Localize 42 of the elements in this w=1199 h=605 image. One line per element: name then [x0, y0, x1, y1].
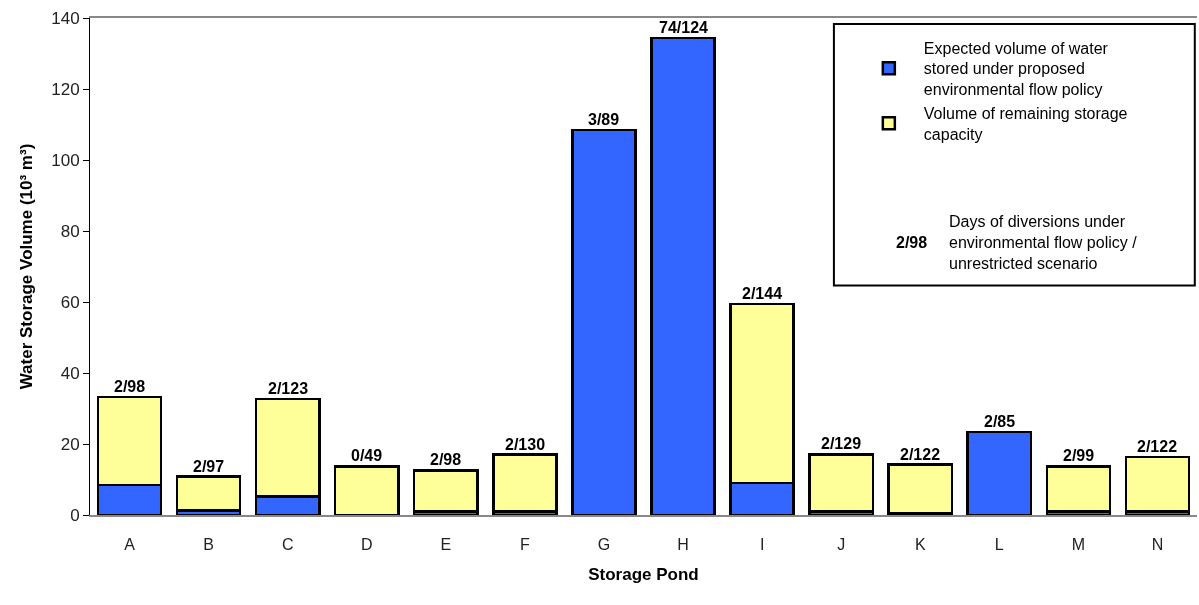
x-tick-label: N [1151, 536, 1164, 554]
x-tick-label: K [914, 536, 926, 554]
text: 2/122 [1137, 438, 1178, 455]
y-tick-label: 100 [51, 150, 80, 170]
text: 3/89 [588, 111, 620, 128]
text: 2/98 [114, 378, 146, 395]
text: 2/85 [984, 413, 1016, 430]
x-tick-label: G [597, 536, 611, 554]
y-tick-label: 40 [60, 363, 80, 383]
y-tick-label: 120 [51, 79, 80, 99]
x-tick-label: D [360, 536, 373, 554]
text: 2/98 [430, 451, 462, 468]
y-axis-title: Water Storage Volume (10³ m³) [16, 143, 36, 390]
x-tick-label: M [1071, 536, 1086, 554]
x-tick-label: F [520, 536, 530, 554]
x-axis-title: Storage Pond [588, 565, 699, 585]
x-tick-label: I [759, 536, 765, 554]
x-tick-label: H [677, 536, 689, 554]
x-tick-label: C [281, 536, 294, 554]
text: 2/99 [1063, 447, 1095, 464]
text: 2/144 [742, 285, 783, 302]
annotation: Days of diversions under environmental flow policy / unrestricted scenario [949, 213, 1138, 272]
y-tick-label: 60 [60, 292, 80, 312]
y-tick-label: 80 [60, 221, 80, 241]
text: 0/49 [351, 447, 383, 464]
x-tick-label: B [203, 536, 214, 554]
y-tick-label: 20 [60, 434, 80, 454]
x-tick-label: A [124, 536, 136, 554]
x-tick-label: J [837, 536, 846, 554]
text: 2/130 [505, 436, 546, 453]
x-tick-label: E [440, 536, 452, 554]
text: 2/122 [900, 446, 941, 463]
legend-label: Expected volume of water stored under proposed environmental flow policy [923, 39, 1109, 99]
text: 2/129 [821, 435, 862, 452]
y-tick-label: 0 [70, 505, 80, 525]
x-tick-label: L [994, 536, 1004, 554]
legend-label: Volume of remaining storage capacity [923, 104, 1128, 143]
annotation: 2/98 [896, 234, 928, 251]
text: 2/123 [268, 380, 309, 397]
text: 74/124 [659, 19, 708, 36]
text: 2/97 [193, 458, 225, 475]
y-tick-label: 140 [51, 8, 80, 28]
